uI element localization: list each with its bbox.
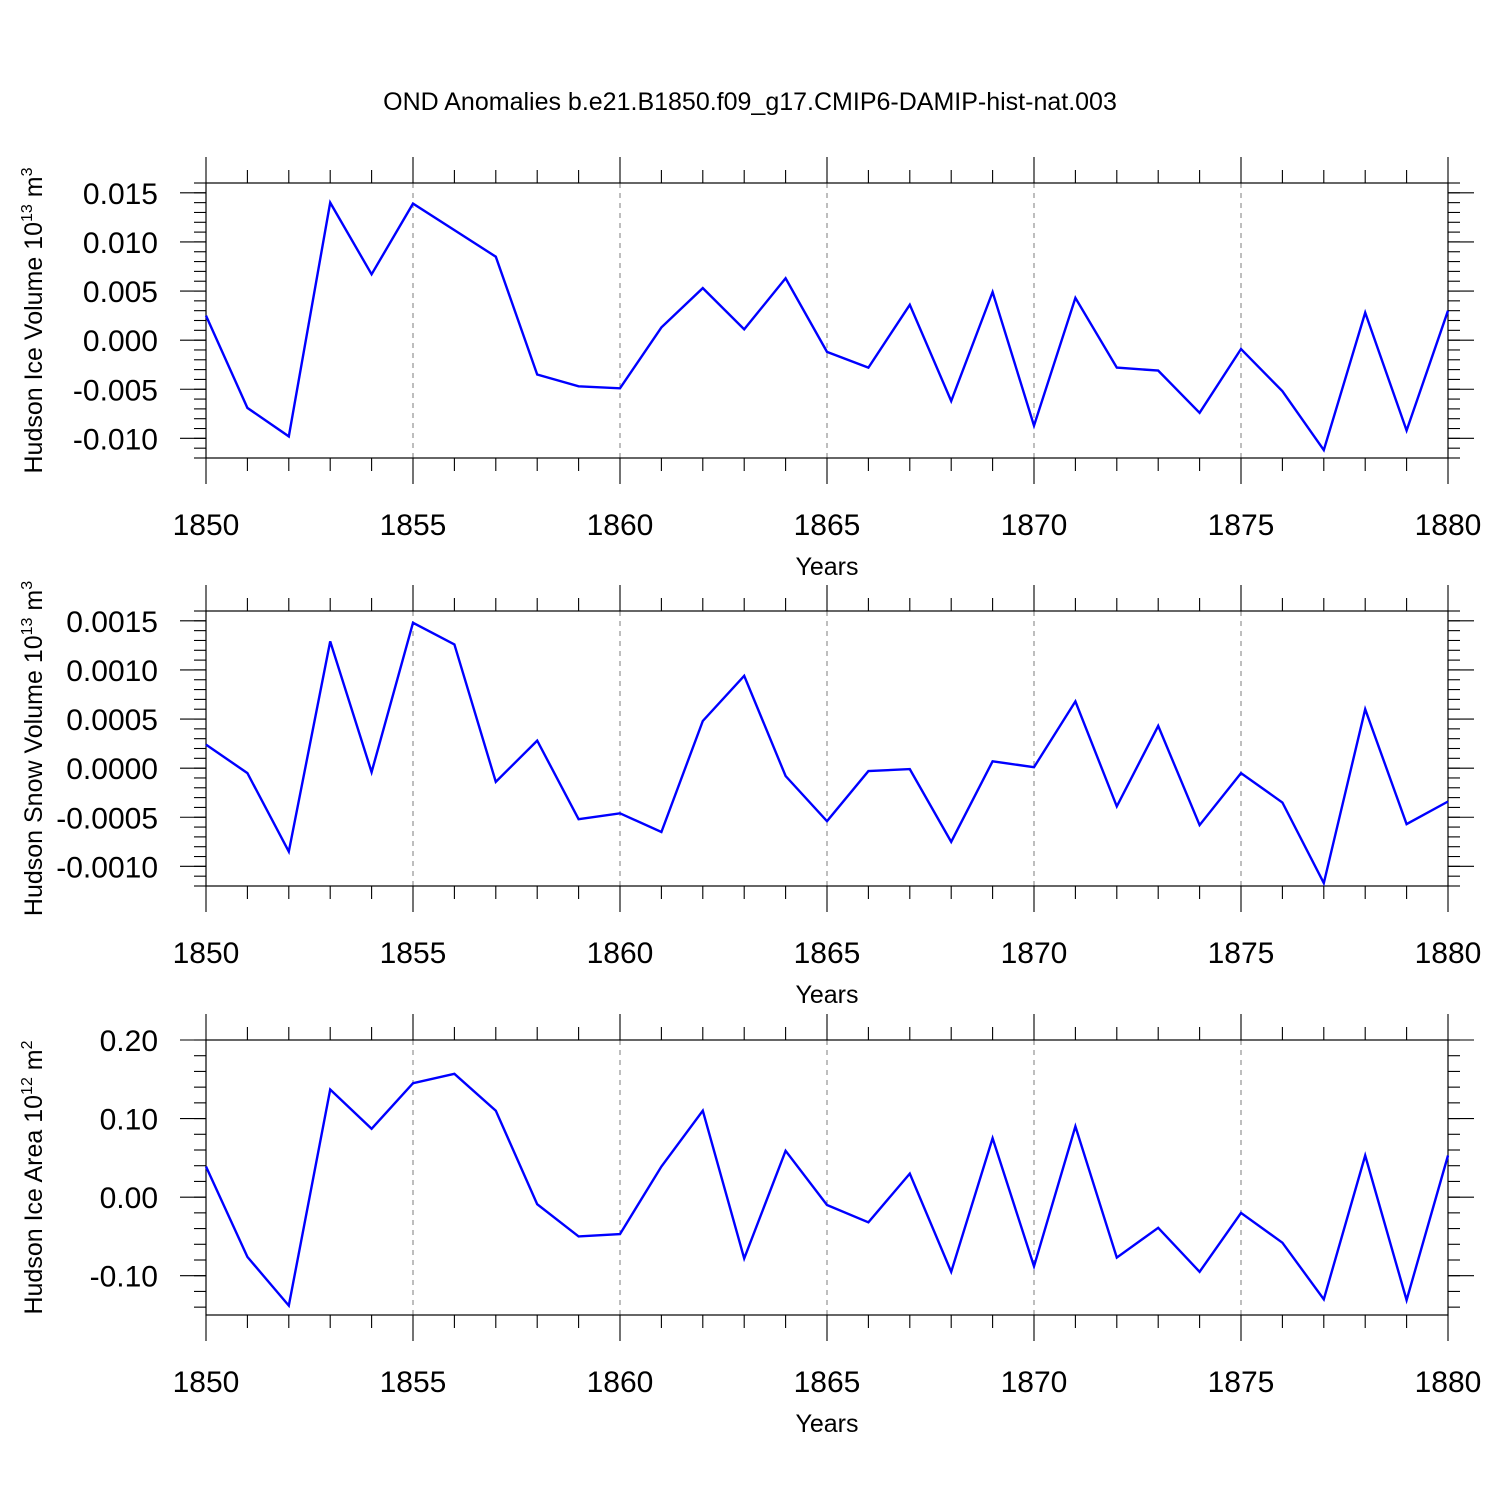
y-tick-label: -0.10	[90, 1261, 158, 1294]
x-tick-label: 1870	[1001, 509, 1068, 542]
x-axis-title: Years	[795, 553, 858, 581]
x-tick-label: 1870	[1001, 937, 1068, 970]
y-axis-title-unit: m	[20, 176, 48, 204]
y-tick-label: 0.20	[100, 1025, 158, 1058]
x-tick-label: 1875	[1208, 1366, 1275, 1399]
x-tick-label: 1880	[1415, 1366, 1482, 1399]
y-axis-title-main: Hudson Ice Area 10	[20, 1095, 48, 1315]
x-tick-label: 1855	[380, 1366, 447, 1399]
x-tick-label: 1855	[380, 509, 447, 542]
x-tick-label: 1875	[1208, 509, 1275, 542]
y-tick-label: 0.005	[83, 276, 158, 309]
x-tick-label: 1865	[794, 509, 861, 542]
y-tick-label: 0.0005	[66, 704, 158, 737]
x-tick-label: 1880	[1415, 509, 1482, 542]
y-tick-label: 0.0000	[66, 753, 158, 786]
y-axis-title-unit: m	[20, 1049, 48, 1077]
y-axis-title-unit-exponent: 2	[19, 1040, 36, 1049]
x-tick-label: 1850	[173, 1366, 240, 1399]
y-tick-label: -0.010	[73, 423, 158, 456]
x-tick-label: 1865	[794, 937, 861, 970]
y-axis-title: Hudson Snow Volume 1013 m3	[19, 581, 48, 916]
panel-ice-volume: 1850 1855 1860 1865 1870 1875 1880 -0.010 -0.005…	[19, 157, 1481, 581]
y-axis-title: Hudson Ice Area 1012 m2	[19, 1040, 48, 1314]
x-tick-label: 1850	[173, 509, 240, 542]
y-axis-title-unit-exponent: 3	[19, 581, 36, 590]
y-axis-title-exponent: 13	[19, 204, 36, 222]
y-axis-title-main: Hudson Ice Volume 10	[20, 222, 48, 474]
x-tick-label: 1875	[1208, 937, 1275, 970]
y-axis-title-exponent: 13	[19, 617, 36, 635]
y-axis-title-unit: m	[20, 590, 48, 618]
x-tick-label: 1860	[587, 509, 654, 542]
y-axis-title-unit-exponent: 3	[19, 167, 36, 176]
x-tick-label: 1880	[1415, 937, 1482, 970]
y-axis-title-main: Hudson Snow Volume 10	[20, 635, 48, 916]
x-tick-label: 1855	[380, 937, 447, 970]
y-tick-label: -0.0005	[56, 802, 158, 835]
y-tick-label: 0.010	[83, 227, 158, 260]
y-tick-label: 0.00	[100, 1182, 158, 1215]
chart-title: OND Anomalies b.e21.B1850.f09_g17.CMIP6-…	[383, 88, 1117, 116]
y-tick-label: 0.0015	[66, 606, 158, 639]
panel-snow-volume: 1850 1855 1860 1865 1870 1875 1880 -0.0010 -0.00…	[19, 581, 1481, 1009]
y-tick-label: -0.0010	[56, 851, 158, 884]
y-tick-label: 0.015	[83, 178, 158, 211]
x-tick-label: 1865	[794, 1366, 861, 1399]
x-tick-label: 1870	[1001, 1366, 1068, 1399]
y-tick-label: 0.0010	[66, 655, 158, 688]
y-tick-label: 0.10	[100, 1104, 158, 1137]
panel-ice-area: 1850 1855 1860 1865 1870 1875 1880 -0.10 0.00 0.1…	[19, 1014, 1481, 1438]
y-axis-title-exponent: 12	[19, 1077, 36, 1095]
x-tick-label: 1860	[587, 1366, 654, 1399]
x-tick-label: 1860	[587, 937, 654, 970]
y-axis-title: Hudson Ice Volume 1013 m3	[19, 167, 48, 473]
y-tick-label: -0.005	[73, 374, 158, 407]
x-axis-title: Years	[795, 981, 858, 1009]
x-axis-title: Years	[795, 1410, 858, 1438]
x-tick-label: 1850	[173, 937, 240, 970]
y-tick-label: 0.000	[83, 325, 158, 358]
